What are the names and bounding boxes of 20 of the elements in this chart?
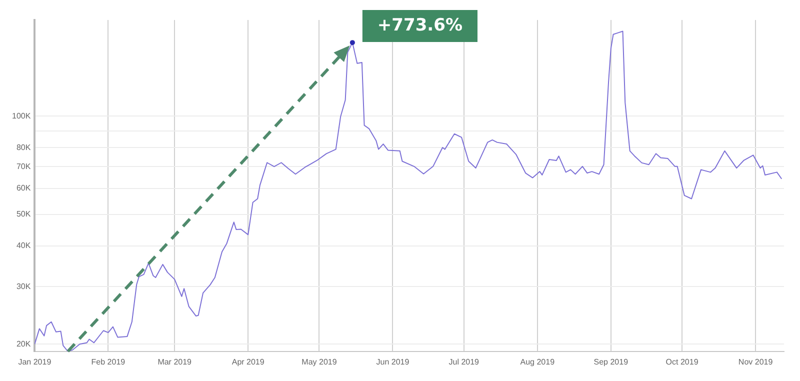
y-tick-label: 80K bbox=[16, 142, 32, 152]
y-tick-label: 40K bbox=[16, 241, 32, 250]
x-tick-label: Aug 2019 bbox=[520, 357, 556, 366]
x-tick-label: Feb 2019 bbox=[91, 357, 126, 366]
y-tick-label: 30K bbox=[16, 282, 32, 291]
y-tick-label: 20K bbox=[16, 339, 32, 348]
x-tick-label: Oct 2019 bbox=[666, 357, 699, 366]
x-tick-label: Nov 2019 bbox=[738, 357, 774, 366]
x-tick-label: May 2019 bbox=[302, 357, 338, 366]
x-tick-label: Sep 2019 bbox=[594, 357, 629, 366]
y-tick-label: 60K bbox=[16, 184, 32, 193]
y-tick-label: 100K bbox=[12, 111, 32, 120]
annotation: +773.6% bbox=[377, 15, 462, 36]
x-tick-label: Apr 2019 bbox=[232, 357, 265, 366]
x-tick-label: Jan 2019 bbox=[18, 357, 52, 366]
y-tick-label: 50K bbox=[16, 210, 32, 218]
x-tick-label: Mar 2019 bbox=[158, 357, 192, 366]
y-tick-label: 70K bbox=[16, 162, 32, 171]
x-tick-label: Jul 2019 bbox=[448, 357, 480, 366]
x-tick-label: Jun 2019 bbox=[376, 357, 410, 366]
